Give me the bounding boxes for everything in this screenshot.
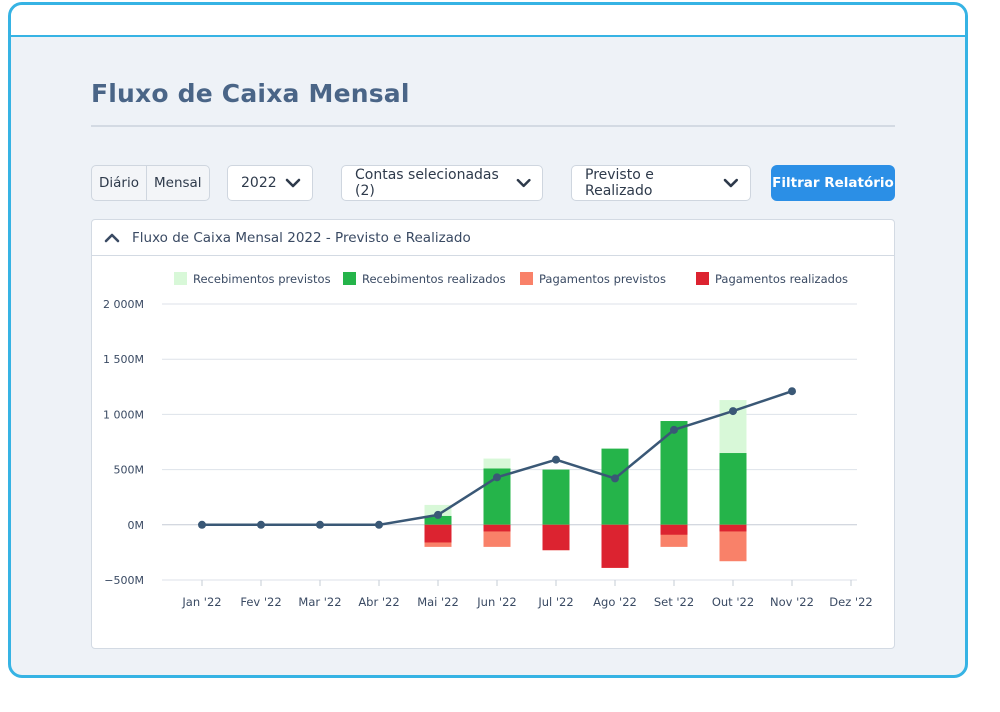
title-divider: [91, 125, 895, 127]
mode-select-value: Previsto e Realizado: [585, 167, 654, 199]
y-tick-label: 1 500M: [103, 353, 144, 366]
line-point: [316, 520, 324, 529]
chart-panel-header[interactable]: Fluxo de Caixa Mensal 2022 - Previsto e …: [92, 220, 894, 256]
x-tick-label: Ago '22: [593, 595, 637, 609]
legend-swatch: [696, 272, 709, 285]
bar-pagamentos-realizados: [424, 524, 452, 543]
bar-pagamentos-realizados: [719, 524, 747, 532]
daily-toggle-button[interactable]: Diário: [99, 175, 139, 191]
x-tick-label: Jul '22: [537, 595, 573, 609]
y-tick-label: 0M: [128, 519, 145, 532]
y-tick-label: 500M: [114, 464, 145, 477]
line-point: [611, 474, 619, 483]
legend-swatch: [174, 272, 187, 285]
legend-swatch: [520, 272, 533, 285]
line-point: [375, 520, 383, 529]
chevron-down-icon: [285, 178, 301, 188]
bar-pagamentos-realizados: [601, 524, 629, 568]
bar-pagamentos-realizados: [483, 524, 511, 532]
bar-recebimentos-realizados: [424, 515, 452, 525]
legend-label: Recebimentos previstos: [193, 272, 331, 286]
cash-flow-chart: −500M 0M 500M 1 000M 1 500M 2 000M Jan '22 Fev …: [103, 272, 873, 609]
bar-pagamentos-realizados: [542, 524, 570, 551]
chevron-down-icon: [516, 178, 531, 188]
line-point: [552, 455, 560, 464]
y-tick-label: −500M: [104, 574, 144, 587]
window-top-bar: [11, 5, 965, 37]
accounts-select-value: Contas selecionadas (2): [355, 167, 499, 199]
year-select-value: 2022: [241, 175, 277, 191]
line-point: [257, 520, 265, 529]
app-window: Fluxo de Caixa Mensal Diário Mensal 2022…: [8, 2, 968, 678]
x-tick-label: Jun '22: [476, 595, 516, 609]
chevron-up-icon[interactable]: [104, 233, 120, 243]
line-point: [788, 387, 796, 396]
bar-recebimentos-realizados: [719, 453, 747, 525]
x-tick-label: Fev '22: [240, 595, 281, 609]
filter-report-button[interactable]: Filtrar Relatório: [771, 165, 895, 201]
x-tick-label: Abr '22: [358, 595, 399, 609]
line-point: [729, 407, 737, 416]
monthly-toggle-button[interactable]: Mensal: [145, 166, 209, 200]
x-tick-label: Mar '22: [298, 595, 341, 609]
x-tick-label: Jan '22: [181, 595, 221, 609]
legend-label: Recebimentos realizados: [362, 272, 506, 286]
x-tick-label: Set '22: [654, 595, 694, 609]
x-tick-label: Out '22: [712, 595, 754, 609]
chevron-down-icon: [723, 178, 739, 188]
y-tick-label: 1 000M: [103, 408, 144, 421]
year-select[interactable]: 2022: [227, 165, 313, 201]
accounts-select[interactable]: Contas selecionadas (2): [341, 165, 543, 201]
legend-swatch: [343, 272, 356, 285]
line-point: [670, 425, 678, 434]
line-point: [493, 473, 501, 482]
x-tick-label: Dez '22: [829, 595, 872, 609]
bar-recebimentos-realizados: [542, 469, 570, 525]
legend-label: Pagamentos previstos: [539, 272, 666, 286]
x-tick-label: Mai '22: [417, 595, 459, 609]
period-toggle: Diário Mensal: [91, 165, 210, 201]
mode-select[interactable]: Previsto e Realizado: [571, 165, 751, 201]
line-point: [198, 520, 206, 529]
x-tick-label: Nov '22: [770, 595, 814, 609]
page-title: Fluxo de Caixa Mensal: [91, 79, 410, 108]
line-point: [434, 510, 442, 519]
bar-recebimentos-realizados: [601, 448, 629, 525]
bar-pagamentos-realizados: [660, 524, 688, 535]
legend-label: Pagamentos realizados: [715, 272, 848, 286]
y-tick-label: 2 000M: [103, 298, 144, 311]
chart-panel-title: Fluxo de Caixa Mensal 2022 - Previsto e …: [132, 229, 471, 246]
chart-panel: Fluxo de Caixa Mensal 2022 - Previsto e …: [91, 219, 895, 649]
